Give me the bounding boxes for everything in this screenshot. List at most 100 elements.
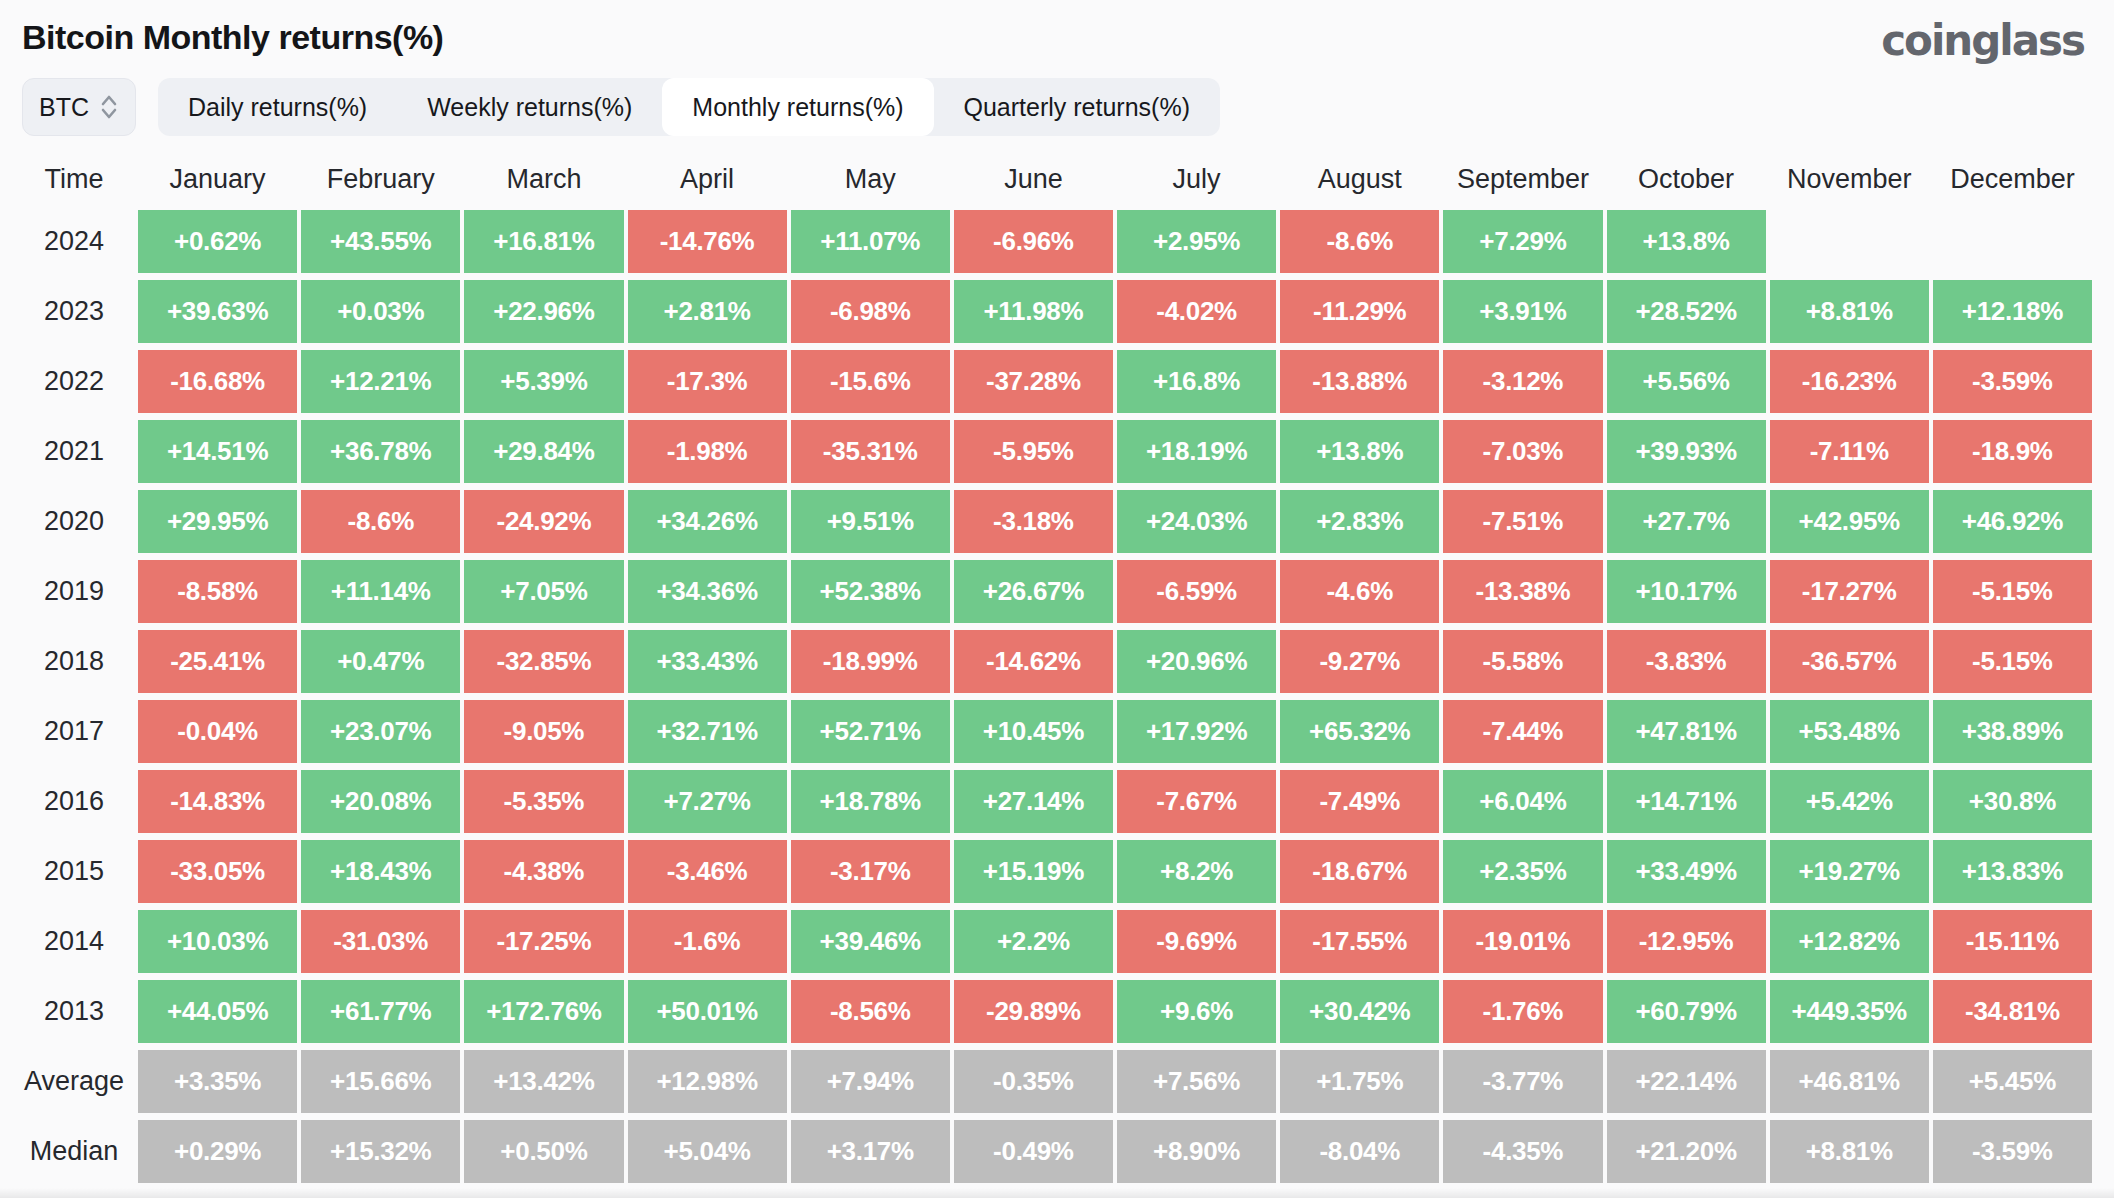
column-header-march: March (464, 150, 623, 203)
table-cell: +3.91% (1443, 280, 1602, 343)
table-cell: +449.35% (1770, 980, 1929, 1043)
table-cell: -8.6% (1280, 210, 1439, 273)
table-cell: -6.98% (791, 280, 950, 343)
table-cell: +6.04% (1443, 770, 1602, 833)
table-cell: -34.81% (1933, 980, 2092, 1043)
table-cell: +8.2% (1117, 840, 1276, 903)
table-cell: +3.17% (791, 1120, 950, 1183)
tab-weekly-returns[interactable]: Weekly returns(%) (397, 78, 662, 136)
table-cell: +1.75% (1280, 1050, 1439, 1113)
table-cell: +13.42% (464, 1050, 623, 1113)
table-cell: +16.8% (1117, 350, 1276, 413)
table-cell: -0.35% (954, 1050, 1113, 1113)
table-cell: -16.68% (138, 350, 297, 413)
table-cell: +2.83% (1280, 490, 1439, 553)
tab-daily-returns[interactable]: Daily returns(%) (158, 78, 397, 136)
table-cell: +0.47% (301, 630, 460, 693)
table-cell: +12.98% (628, 1050, 787, 1113)
table-cell: -37.28% (954, 350, 1113, 413)
table-cell: -8.58% (138, 560, 297, 623)
table-cell: +52.38% (791, 560, 950, 623)
table-cell: -11.29% (1280, 280, 1439, 343)
table-cell: +34.36% (628, 560, 787, 623)
table-cell: +14.51% (138, 420, 297, 483)
table-cell: +172.76% (464, 980, 623, 1043)
table-cell: -7.51% (1443, 490, 1602, 553)
column-header-april: April (628, 150, 787, 203)
table-cell: +12.21% (301, 350, 460, 413)
column-header-time: Time (14, 150, 134, 203)
table-cell: +46.92% (1933, 490, 2092, 553)
table-cell: +47.81% (1607, 700, 1766, 763)
table-cell: +10.45% (954, 700, 1113, 763)
table-cell: +8.81% (1770, 1120, 1929, 1183)
table-cell: +3.35% (138, 1050, 297, 1113)
table-cell: +19.27% (1770, 840, 1929, 903)
table-cell: +0.03% (301, 280, 460, 343)
table-cell: +27.14% (954, 770, 1113, 833)
table-cell: +9.51% (791, 490, 950, 553)
table-cell: +34.26% (628, 490, 787, 553)
table-cell: +10.17% (1607, 560, 1766, 623)
table-cell: -9.27% (1280, 630, 1439, 693)
table-cell: +2.95% (1117, 210, 1276, 273)
toolbar: BTC Daily returns(%) Weekly returns(%) M… (22, 78, 2114, 136)
row-label-2014: 2014 (14, 910, 134, 973)
row-label-2020: 2020 (14, 490, 134, 553)
column-header-july: July (1117, 150, 1276, 203)
table-cell: -5.15% (1933, 560, 2092, 623)
table-cell: +20.96% (1117, 630, 1276, 693)
table-cell: +28.52% (1607, 280, 1766, 343)
table-cell: +15.19% (954, 840, 1113, 903)
table-cell: +7.94% (791, 1050, 950, 1113)
table-cell: -4.02% (1117, 280, 1276, 343)
table-cell: +12.18% (1933, 280, 2092, 343)
table-cell: +29.84% (464, 420, 623, 483)
table-cell: +18.78% (791, 770, 950, 833)
table-cell: +2.2% (954, 910, 1113, 973)
table-cell: -36.57% (1770, 630, 1929, 693)
table-cell: +0.62% (138, 210, 297, 273)
table-cell: +65.32% (1280, 700, 1439, 763)
table-cell: +0.50% (464, 1120, 623, 1183)
table-cell: -0.49% (954, 1120, 1113, 1183)
tab-monthly-returns[interactable]: Monthly returns(%) (662, 78, 933, 136)
table-cell: +9.6% (1117, 980, 1276, 1043)
row-label-2017: 2017 (14, 700, 134, 763)
table-cell: +42.95% (1770, 490, 1929, 553)
symbol-select-value: BTC (39, 93, 89, 122)
row-label-median: Median (14, 1120, 134, 1183)
table-cell: -8.56% (791, 980, 950, 1043)
column-header-august: August (1280, 150, 1439, 203)
table-cell: -24.92% (464, 490, 623, 553)
table-cell: +20.08% (301, 770, 460, 833)
table-cell: +15.32% (301, 1120, 460, 1183)
page-title: Bitcoin Monthly returns(%) (22, 18, 443, 57)
table-cell: +8.81% (1770, 280, 1929, 343)
table-cell: -3.18% (954, 490, 1113, 553)
table-cell: +18.43% (301, 840, 460, 903)
table-cell: -5.58% (1443, 630, 1602, 693)
table-cell: +26.67% (954, 560, 1113, 623)
table-cell: +32.71% (628, 700, 787, 763)
table-cell: -1.76% (1443, 980, 1602, 1043)
row-label-2021: 2021 (14, 420, 134, 483)
row-label-2013: 2013 (14, 980, 134, 1043)
column-header-february: February (301, 150, 460, 203)
table-cell: -7.03% (1443, 420, 1602, 483)
table-cell: -35.31% (791, 420, 950, 483)
table-cell: +23.07% (301, 700, 460, 763)
table-cell: -3.59% (1933, 1120, 2092, 1183)
table-cell: -9.05% (464, 700, 623, 763)
tab-quarterly-returns[interactable]: Quarterly returns(%) (934, 78, 1220, 136)
table-cell: -4.6% (1280, 560, 1439, 623)
table-cell: +50.01% (628, 980, 787, 1043)
coinglass-logo[interactable]: coinglass (1881, 20, 2084, 62)
table-cell: +39.46% (791, 910, 950, 973)
symbol-select[interactable]: BTC (22, 78, 136, 136)
table-cell: -7.67% (1117, 770, 1276, 833)
table-cell: -17.27% (1770, 560, 1929, 623)
table-cell: -1.98% (628, 420, 787, 483)
table-cell: -5.95% (954, 420, 1113, 483)
row-label-2015: 2015 (14, 840, 134, 903)
